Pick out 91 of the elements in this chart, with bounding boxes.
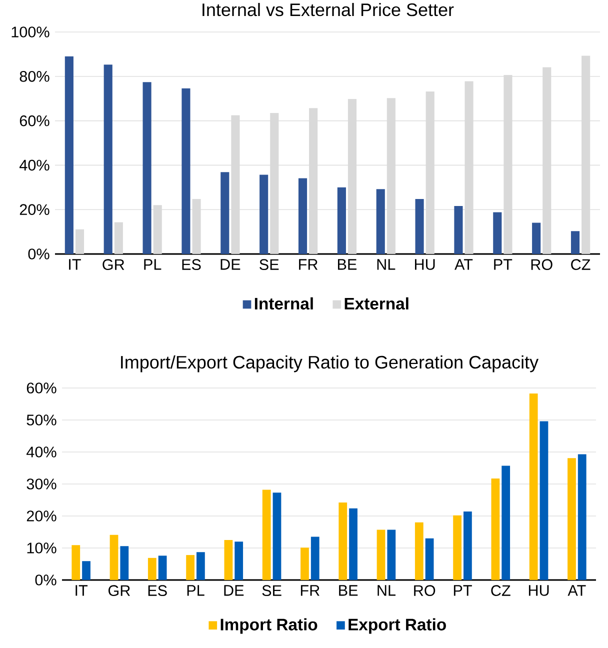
bar bbox=[298, 178, 308, 254]
y-tick-label: 20% bbox=[26, 510, 56, 522]
x-tick-label: HU bbox=[528, 585, 549, 596]
y-tick-label: 0% bbox=[35, 574, 56, 586]
x-tick-label: ES bbox=[148, 585, 167, 596]
bar bbox=[196, 552, 205, 580]
x-tick-label: RO bbox=[531, 259, 552, 270]
bar bbox=[110, 534, 118, 580]
x-tick-label: RO bbox=[414, 585, 436, 596]
bar bbox=[414, 522, 424, 580]
x-tick-label: PT bbox=[454, 585, 472, 596]
x-tick-label: AT bbox=[454, 259, 473, 270]
bar bbox=[224, 540, 233, 580]
x-tick-label: SE bbox=[262, 585, 282, 596]
bar bbox=[142, 82, 152, 254]
bar bbox=[75, 229, 84, 254]
x-tick-label: NL bbox=[378, 585, 396, 596]
bar bbox=[120, 546, 129, 580]
bar bbox=[262, 490, 271, 580]
y-tick-label: 10% bbox=[27, 542, 56, 554]
chart-title: Import/Export Capacity Ratio to Generation Capacity bbox=[121, 355, 539, 372]
x-tick-label: BE bbox=[339, 585, 358, 596]
bar bbox=[464, 512, 472, 580]
bar bbox=[158, 556, 167, 580]
x-tick-label: PL bbox=[144, 259, 162, 270]
legend-label: Import Ratio bbox=[220, 618, 318, 634]
y-tick-label: 80% bbox=[20, 70, 50, 82]
bar bbox=[425, 538, 434, 580]
bar bbox=[182, 88, 190, 254]
legend-label: Internal bbox=[254, 297, 313, 310]
y-tick-label: 40% bbox=[20, 160, 50, 171]
y-tick-label: 30% bbox=[26, 478, 56, 490]
bar bbox=[64, 56, 74, 254]
bar bbox=[349, 508, 358, 580]
bar bbox=[491, 478, 500, 580]
x-tick-label: DE bbox=[220, 259, 240, 270]
x-tick-label: FR bbox=[300, 585, 320, 596]
x-tick-label: BE bbox=[338, 259, 357, 270]
bar bbox=[338, 502, 348, 580]
x-tick-label: CZ bbox=[571, 259, 590, 270]
legend-label: Export Ratio bbox=[348, 618, 446, 634]
bar bbox=[568, 458, 576, 580]
x-tick-label: ES bbox=[182, 259, 201, 270]
bar bbox=[104, 64, 112, 254]
bar bbox=[376, 530, 386, 580]
x-tick-label: NL bbox=[377, 259, 396, 270]
x-tick-label: CZ bbox=[491, 585, 510, 596]
legend-label: External bbox=[344, 297, 408, 310]
chart-title: Internal vs External Price Setter bbox=[202, 2, 454, 16]
bar bbox=[148, 558, 156, 580]
x-tick-label: PL bbox=[187, 585, 204, 596]
x-tick-label: IT bbox=[76, 585, 88, 596]
bar bbox=[220, 172, 230, 254]
x-tick-label: PT bbox=[494, 259, 512, 270]
y-tick-label: 0% bbox=[28, 248, 50, 260]
bar bbox=[578, 454, 586, 580]
x-tick-label: DE bbox=[224, 585, 244, 596]
bar bbox=[310, 536, 320, 580]
bar bbox=[502, 466, 510, 580]
bar bbox=[540, 421, 548, 580]
bar bbox=[260, 174, 268, 254]
bar bbox=[415, 198, 424, 254]
y-tick-label: 50% bbox=[26, 414, 56, 426]
bar bbox=[82, 561, 90, 580]
y-tick-label: 100% bbox=[12, 26, 50, 38]
bar bbox=[376, 189, 385, 254]
x-tick-label: HU bbox=[415, 259, 435, 270]
bar bbox=[300, 548, 309, 580]
bar bbox=[272, 492, 282, 580]
bar bbox=[337, 187, 346, 254]
bar bbox=[529, 393, 538, 580]
bar bbox=[532, 222, 541, 254]
y-tick-label: 40% bbox=[26, 446, 56, 458]
x-tick-label: GR bbox=[102, 259, 124, 270]
bar bbox=[493, 212, 502, 254]
y-tick-label: 60% bbox=[26, 382, 56, 394]
y-tick-label: 20% bbox=[20, 204, 50, 216]
bar bbox=[114, 222, 123, 254]
bar bbox=[570, 231, 580, 254]
bar bbox=[453, 515, 462, 580]
x-tick-label: SE bbox=[260, 259, 279, 270]
x-tick-label: AT bbox=[568, 585, 586, 596]
x-tick-label: IT bbox=[69, 259, 81, 270]
x-tick-label: GR bbox=[108, 585, 130, 596]
bar bbox=[234, 542, 244, 580]
bar bbox=[387, 530, 396, 580]
y-tick-label: 60% bbox=[20, 115, 50, 126]
bar bbox=[186, 555, 194, 580]
bar bbox=[72, 545, 80, 580]
bar bbox=[454, 206, 463, 254]
x-tick-label: FR bbox=[299, 259, 318, 270]
